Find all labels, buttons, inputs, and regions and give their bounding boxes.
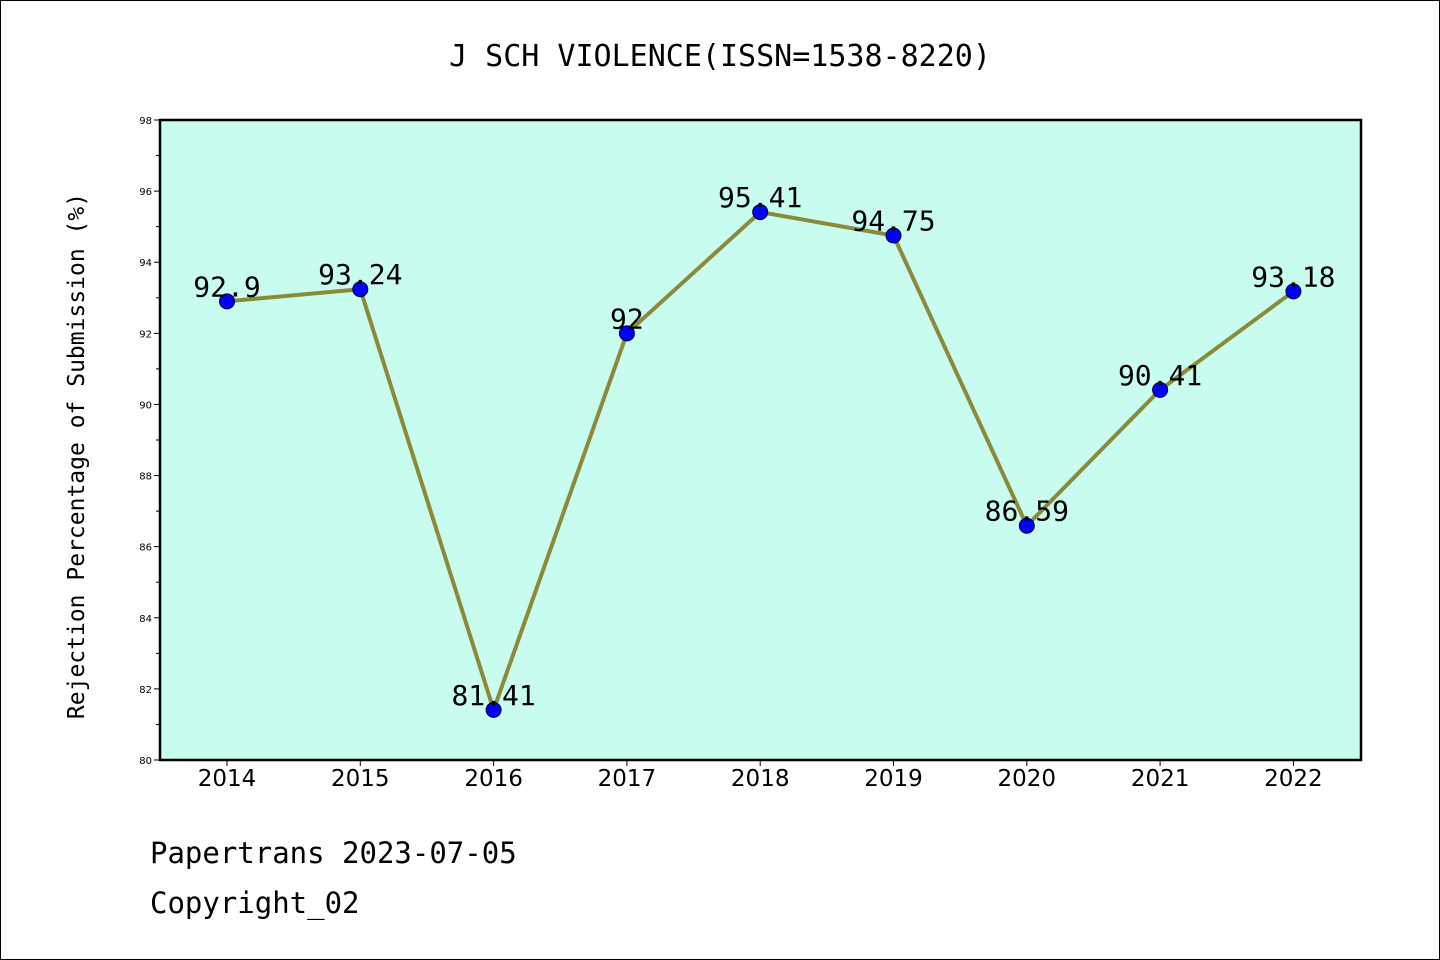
data-label: 94.75 bbox=[851, 205, 935, 238]
data-label: 92 bbox=[610, 302, 644, 335]
plot-border bbox=[158, 118, 1363, 762]
y-tick-label: 94 bbox=[139, 258, 152, 269]
y-tick-label: 90 bbox=[139, 400, 152, 411]
data-label: 86.59 bbox=[985, 495, 1069, 528]
x-tick-label: 2016 bbox=[464, 766, 523, 792]
chart-title: J SCH VIOLENCE(ISSN=1538-8220) bbox=[449, 39, 991, 74]
data-label: 93.24 bbox=[318, 258, 402, 291]
y-axis: 80 82 84 86 88 90 92 94 96 98 bbox=[139, 116, 160, 767]
x-tick-label: 2020 bbox=[998, 766, 1057, 792]
data-label: 92.9 bbox=[193, 270, 260, 303]
y-tick-label: 92 bbox=[139, 329, 152, 340]
x-tick-label: 2021 bbox=[1131, 766, 1190, 792]
data-label: 93.18 bbox=[1251, 260, 1335, 293]
x-tick-label: 2017 bbox=[598, 766, 657, 792]
y-tick-label: 96 bbox=[139, 187, 152, 198]
x-tick-label: 2018 bbox=[731, 766, 790, 792]
data-point bbox=[752, 204, 769, 221]
data-point bbox=[1285, 283, 1302, 300]
data-point bbox=[1152, 381, 1169, 398]
plot-area bbox=[160, 120, 1361, 760]
y-tick-label: 98 bbox=[139, 116, 152, 127]
footer-date-line: Papertrans 2023-07-05 bbox=[150, 836, 517, 870]
data-point bbox=[618, 325, 635, 342]
x-tick-label: 2019 bbox=[864, 766, 923, 792]
y-tick-label: 88 bbox=[139, 472, 152, 483]
y-tick-label: 80 bbox=[139, 756, 152, 767]
y-tick-label: 84 bbox=[139, 614, 152, 625]
x-tick-label: 2022 bbox=[1264, 766, 1323, 792]
data-labels: 92.9 93.24 81.41 92 95.41 94.75 86.59 90.41 93.1… bbox=[193, 181, 1335, 712]
data-point bbox=[1018, 517, 1035, 534]
series-markers bbox=[219, 204, 1302, 718]
data-point bbox=[352, 281, 369, 298]
footer-copyright-line: Copyright_02 bbox=[150, 886, 360, 920]
x-axis: 2014 2015 2016 2017 2018 2019 2020 2021 2022 bbox=[198, 760, 1323, 792]
data-label: 90.41 bbox=[1118, 359, 1202, 392]
y-tick-label: 86 bbox=[139, 543, 152, 554]
y-tick-label: 82 bbox=[139, 685, 152, 696]
data-point bbox=[485, 701, 502, 718]
data-point bbox=[219, 293, 235, 310]
data-point bbox=[885, 227, 902, 244]
y-axis-label: Rejection Percentage of Submission (%) bbox=[64, 193, 90, 719]
data-label: 95.41 bbox=[718, 181, 802, 214]
x-tick-label: 2014 bbox=[198, 766, 257, 792]
x-tick-label: 2015 bbox=[331, 766, 390, 792]
data-label: 81.41 bbox=[451, 679, 535, 712]
